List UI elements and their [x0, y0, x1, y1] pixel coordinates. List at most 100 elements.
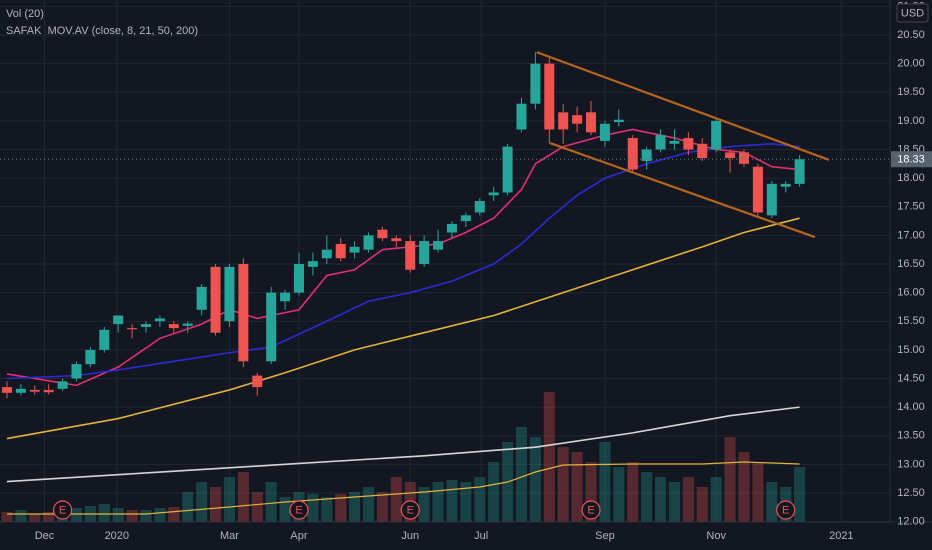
grid	[0, 0, 890, 523]
volume-bar	[488, 462, 500, 522]
volume-bar	[571, 452, 583, 522]
candle-body	[502, 146, 513, 193]
y-tick-label: 19.50	[897, 86, 925, 98]
candle-body	[627, 138, 638, 170]
candle-body	[419, 241, 430, 264]
currency[interactable]: USD	[901, 7, 924, 19]
candle-body	[71, 364, 82, 379]
candle-body	[210, 266, 221, 333]
y-tick-label: 12.00	[897, 516, 925, 528]
last-price-label: 18.33	[897, 154, 925, 166]
candle-body	[697, 143, 708, 159]
candle-body	[488, 192, 499, 196]
y-tick-label: 13.50	[897, 430, 925, 442]
candle-body	[321, 249, 332, 259]
candle-body	[293, 264, 304, 293]
y-tick-label: 15.50	[897, 315, 925, 327]
volume-bar	[529, 437, 541, 522]
candle-body	[363, 235, 374, 250]
candle-body	[349, 246, 360, 253]
x-tick-label: 2021	[829, 530, 853, 542]
earnings-marker	[581, 500, 601, 520]
y-tick-label: 13.00	[897, 458, 925, 470]
candle-body	[405, 241, 416, 270]
volume-bar	[543, 392, 555, 522]
candle-body	[530, 63, 541, 104]
volume-bar	[460, 482, 472, 522]
price-axis-bg	[890, 0, 932, 550]
candle-body	[669, 140, 680, 144]
volume-bar	[432, 482, 444, 522]
earnings-marker	[776, 500, 796, 520]
candle-body	[307, 261, 318, 267]
candle-body	[196, 286, 207, 310]
volume-bar	[307, 494, 319, 522]
volume-label: Vol (20)	[6, 8, 44, 20]
x-tick-label: Jun	[401, 530, 419, 542]
volume-bar	[251, 492, 263, 522]
earnings-marker	[400, 500, 420, 520]
volume-bar	[474, 477, 486, 522]
candle-body	[586, 112, 597, 133]
candle-body	[474, 201, 485, 213]
candle-body	[446, 223, 457, 233]
trend-line	[536, 51, 830, 161]
volume-bar	[682, 477, 694, 522]
last-price-box	[891, 151, 932, 168]
y-tick-label: 14.50	[897, 372, 925, 384]
candles	[1, 52, 805, 399]
volume-bar	[43, 512, 55, 522]
axes: 12.00 12.50 13.00 13.50 14.00 14.50 15.00 15.50…	[35, 0, 932, 542]
y-tick-label: 16.00	[897, 287, 925, 299]
candle-body	[113, 315, 124, 325]
volume-bar	[237, 472, 249, 522]
volume-bar	[641, 472, 653, 522]
volume-bar	[627, 462, 639, 522]
candle-body	[43, 389, 54, 393]
volume-bar	[168, 507, 180, 522]
currency-box[interactable]	[896, 3, 929, 23]
candle-body	[127, 328, 138, 330]
volume-bar	[446, 480, 458, 522]
y-tick-label: 14.00	[897, 401, 925, 413]
volume-ma-line	[6, 461, 800, 515]
candle-body	[154, 318, 165, 322]
y-tick-label: 20.00	[897, 58, 925, 70]
candle-body	[335, 243, 346, 259]
volume-bar	[668, 482, 681, 522]
moving-average-line	[6, 217, 800, 440]
candle-body	[141, 324, 152, 327]
candle-body	[655, 135, 666, 150]
candle-body	[266, 292, 277, 362]
volume-bar	[418, 487, 430, 522]
candle-body	[377, 229, 388, 239]
volume-bar	[654, 477, 667, 522]
y-tick-label: 18.00	[897, 172, 925, 184]
candle-body	[544, 63, 555, 130]
candle-body	[57, 381, 68, 389]
volume-bar	[15, 510, 27, 522]
volume-bar	[279, 497, 291, 522]
moving-average-line	[6, 406, 800, 483]
volume-bar	[29, 514, 41, 522]
candle-body	[1, 387, 12, 393]
volume-bar	[126, 510, 138, 522]
candle-body	[572, 115, 583, 124]
volume-bar	[112, 508, 124, 522]
y-tick-label: 12.50	[897, 487, 925, 499]
y-tick-label: 19.00	[897, 115, 925, 127]
x-tick-label: Mar	[220, 530, 239, 542]
candle-body	[641, 149, 652, 161]
volume-bar	[613, 467, 625, 522]
y-tick-label: 20.50	[897, 29, 925, 41]
candle-body	[15, 388, 26, 393]
volume-bar	[209, 487, 222, 522]
candle-body	[99, 329, 110, 350]
x-tick-label: Apr	[290, 530, 307, 542]
candle-body	[516, 103, 527, 130]
moving-average-line	[6, 142, 800, 380]
candle-body	[252, 375, 263, 388]
candle-body	[683, 138, 694, 150]
